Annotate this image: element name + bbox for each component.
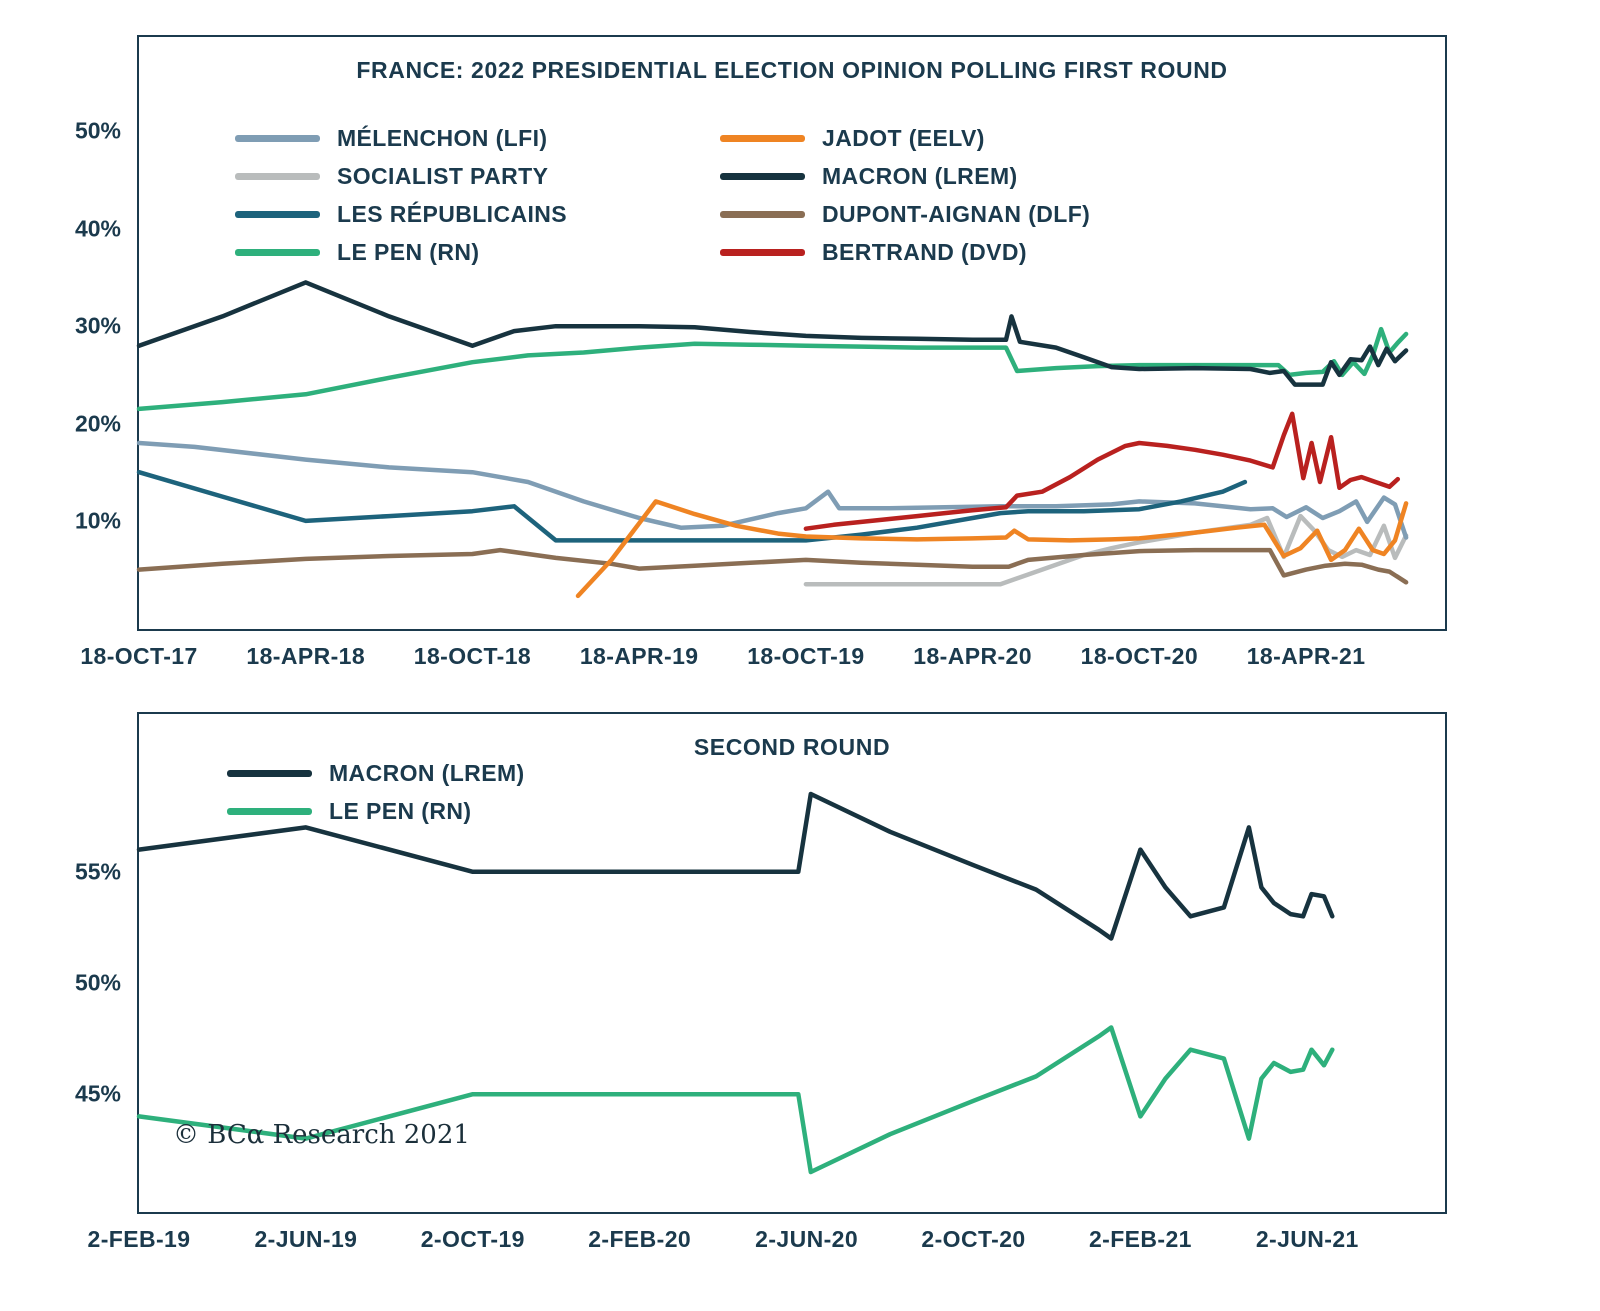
series-line-macron-lrem [136, 791, 1335, 941]
series-line-le-pen-rn [136, 326, 1409, 412]
first-round-plot-area [136, 280, 1409, 599]
legend-item: MACRON (LREM) [720, 163, 1090, 190]
legend-item: LES RÉPUBLICAINS [235, 201, 720, 228]
legend-item: MÉLENCHON (LFI) [235, 125, 720, 152]
x-tick-label: 2-JUN-19 [254, 1226, 358, 1252]
legend-column: JADOT (EELV) MACRON (LREM) DUPONT-AIGNAN (… [720, 125, 1090, 266]
x-tick-label: 2-FEB-20 [588, 1226, 692, 1252]
legend-column: MACRON (LREM) LE PEN (RN) [227, 760, 525, 825]
legend-label: BERTRAND (DVD) [822, 239, 1027, 265]
second-round-chart: SECOND ROUND MACRON (LREM) LE PEN (RN) © … [75, 712, 1447, 1252]
x-tick-label: 2-JUN-21 [1255, 1226, 1359, 1252]
x-tick-label: 2-FEB-21 [1088, 1226, 1192, 1252]
legend-swatch-m-lenchon-lfi [235, 135, 320, 142]
x-tick-label: 18-APR-20 [913, 643, 1032, 669]
legend-label: MACRON (LREM) [329, 760, 525, 786]
legend-swatch-macron-lrem [227, 770, 312, 777]
y-tick-label: 50% [74, 117, 121, 144]
x-tick-label: 18-APR-19 [579, 643, 699, 669]
legend-swatch-macron-lrem [720, 173, 805, 180]
x-tick-label: 18-OCT-20 [1080, 643, 1199, 669]
second-round-legend: MACRON (LREM) LE PEN (RN) [227, 760, 525, 825]
first-round-chart-title: FRANCE: 2022 PRESIDENTIAL ELECTION OPINI… [356, 57, 1228, 83]
y-tick-label: 10% [74, 507, 121, 534]
legend-label: MACRON (LREM) [822, 163, 1018, 189]
legend-swatch-bertrand-dvd [720, 249, 805, 256]
series-line-le-pen-rn [136, 1025, 1335, 1175]
legend-label: SOCIALIST PARTY [337, 163, 549, 189]
legend-swatch-le-pen-rn [235, 249, 320, 256]
legend-swatch-le-pen-rn [227, 808, 312, 815]
legend-swatch-socialist-party [235, 173, 320, 180]
first-round-legend: MÉLENCHON (LFI) SOCIALIST PARTY LES RÉPUBL… [235, 125, 1090, 266]
series-line-dupont-aignan-dlf [136, 547, 1409, 585]
x-tick-label: 18-OCT-18 [413, 643, 532, 669]
legend-label: DUPONT-AIGNAN (DLF) [822, 201, 1091, 227]
y-tick-label: 40% [74, 215, 121, 242]
y-tick-label: 55% [74, 858, 121, 885]
legend-item: JADOT (EELV) [720, 125, 1090, 152]
series-line-macron-lrem [136, 280, 1409, 387]
second-round-chart-title: SECOND ROUND [693, 734, 891, 760]
legend-label: LE PEN (RN) [337, 239, 480, 265]
y-tick-label: 45% [74, 1080, 121, 1107]
x-tick-label: 2-OCT-19 [420, 1226, 525, 1252]
x-tick-label: 2-JUN-20 [755, 1226, 859, 1252]
series-line-les-r-publicains [136, 469, 1248, 543]
legend-item: LE PEN (RN) [227, 798, 525, 825]
legend-swatch-dupont-aignan-dlf [720, 211, 805, 218]
x-tick-label: 18-OCT-19 [747, 643, 865, 669]
x-tick-label: 18-APR-21 [1246, 643, 1366, 669]
legend-item: DUPONT-AIGNAN (DLF) [720, 201, 1090, 228]
y-tick-label: 50% [74, 969, 121, 996]
legend-label: JADOT (EELV) [822, 125, 985, 151]
legend-item: SOCIALIST PARTY [235, 163, 720, 190]
bca-research-copyright: © BCα Research 2021 [173, 1120, 470, 1150]
legend-swatch-jadot-eelv [720, 135, 805, 142]
x-tick-label: 18-OCT-17 [80, 643, 198, 669]
legend-swatch-les-r-publicains [235, 211, 320, 218]
second-round-plot-area [136, 791, 1335, 1175]
legend-label: LE PEN (RN) [329, 798, 472, 824]
legend-item: BERTRAND (DVD) [720, 239, 1090, 266]
x-tick-label: 2-FEB-19 [87, 1226, 191, 1252]
legend-label: MÉLENCHON (LFI) [337, 125, 548, 151]
legend-label: LES RÉPUBLICAINS [337, 201, 568, 227]
x-tick-label: 2-OCT-20 [921, 1226, 1026, 1252]
legend-item: LE PEN (RN) [235, 239, 720, 266]
x-tick-label: 18-APR-18 [246, 643, 366, 669]
legend-column: MÉLENCHON (LFI) SOCIALIST PARTY LES RÉPUBL… [235, 125, 720, 266]
series-line-jadot-eelv [575, 499, 1409, 599]
first-round-chart: FRANCE: 2022 PRESIDENTIAL ELECTION OPINI… [75, 35, 1447, 669]
series-line-bertrand-dvd [803, 411, 1401, 531]
series-line-m-lenchon-lfi [136, 440, 1409, 540]
y-tick-label: 20% [74, 410, 121, 437]
y-tick-label: 30% [74, 312, 121, 339]
legend-item: MACRON (LREM) [227, 760, 525, 787]
series-line-socialist-party [803, 513, 1409, 587]
